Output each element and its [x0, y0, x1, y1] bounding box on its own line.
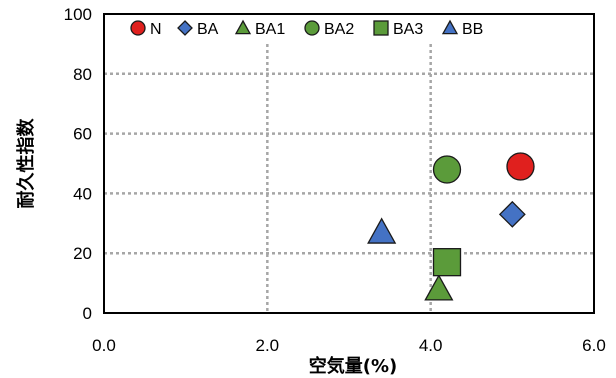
data-point-n [506, 152, 535, 181]
legend-label: BA1 [255, 21, 285, 38]
y-axis-title: 耐久性指数 [15, 118, 37, 209]
legend-background [121, 15, 576, 42]
legend-marker-ba3 [373, 20, 389, 36]
data-point-ba2 [432, 155, 462, 184]
legend-label: BA3 [393, 21, 423, 38]
legend-label: BB [462, 21, 483, 38]
data-point-ba [498, 200, 526, 228]
legend-marker-ba1 [234, 19, 252, 35]
legend-marker-bb [441, 19, 459, 35]
x-axis-ticks: 0.0 2.0 4.0 6.0 [92, 336, 606, 355]
plot-frame [103, 13, 595, 314]
data-point-ba3 [432, 248, 462, 277]
x-axis-title: 空気量(%) [309, 355, 398, 377]
legend-marker-ba2 [304, 20, 320, 36]
legend-marker-n [130, 20, 146, 36]
data-point-bb [367, 217, 397, 244]
y-tick-label: 80 [73, 65, 92, 84]
x-tick-label: 6.0 [582, 336, 606, 355]
x-tick-label: 0.0 [92, 336, 116, 355]
grid-layer [104, 14, 594, 313]
y-axis-ticks: 0 20 40 60 80 100 [64, 5, 92, 323]
y-tick-label: 100 [64, 5, 92, 24]
legend-marker-ba [177, 20, 193, 36]
x-tick-label: 2.0 [256, 336, 280, 355]
y-tick-label: 40 [73, 184, 92, 203]
y-tick-label: 60 [73, 125, 92, 144]
data-point-ba1 [424, 274, 454, 301]
legend: N BA BA1 BA2 BA3 BB [121, 15, 576, 42]
legend-label: N [150, 21, 162, 38]
x-tick-label: 4.0 [419, 336, 443, 355]
y-tick-label: 20 [73, 244, 92, 263]
legend-label: BA [197, 21, 219, 38]
data-points [367, 152, 535, 301]
y-tick-label: 0 [83, 304, 92, 323]
legend-label: BA2 [324, 21, 354, 38]
